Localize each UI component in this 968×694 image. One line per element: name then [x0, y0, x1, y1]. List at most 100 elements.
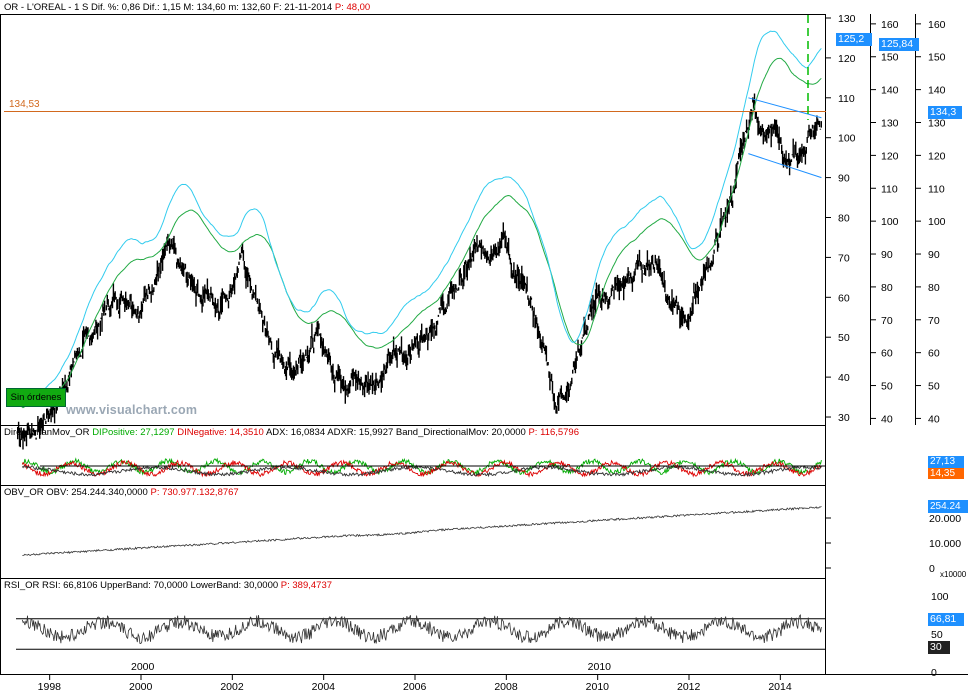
obv-unit-label: x10000 [940, 570, 967, 579]
panel-borders [0, 14, 968, 675]
rsi-line [21, 614, 822, 645]
di-pos-label: 27,13 [928, 456, 964, 468]
inner-axis-tick-label: 130 [838, 13, 856, 25]
far-axis-tick-label: 110 [928, 183, 945, 195]
price-label: 134,3 [928, 106, 962, 119]
symbol-info: OR - L'OREAL - 1 S [4, 2, 89, 13]
far-axis-tick-label: 70 [928, 315, 940, 327]
year-label: 2010 [586, 681, 610, 693]
outer-axis-tick-label: 60 [881, 348, 893, 360]
axis-layer: 130 120 110 100 90 80 70 60 50 40 30 160 160 150 150 14… [38, 13, 946, 693]
p-label: P: 48,00 [334, 2, 371, 13]
resistance-label: 134,53 [9, 99, 40, 110]
dif-label: Dif.: 1,15 [142, 2, 181, 13]
rsi-value: RSI: 66,8106 [42, 580, 98, 591]
ema-slow-line [17, 57, 822, 409]
adx-line [21, 464, 822, 478]
year-label: 1998 [38, 681, 62, 693]
price-bars [17, 93, 822, 450]
obv-axis-tick-label: 20.000 [929, 513, 961, 525]
outer-axis-tick-label: 90 [881, 249, 893, 261]
far-axis-tick-label: 50 [928, 381, 940, 393]
rsi-label: 66,81 [928, 613, 964, 626]
di-neg-label: 14,35 [928, 468, 964, 479]
rsi-axis-tick-label: 0 [931, 667, 937, 679]
far-axis-tick-label: 60 [928, 348, 940, 360]
rsi-name: RSI_OR [4, 580, 40, 591]
ema-slow-label: 125,84 [879, 38, 919, 51]
year-label: 2000 [129, 681, 153, 693]
channel-upper-line [748, 97, 822, 119]
adx-value: ADX: 16,0834 [265, 427, 326, 438]
decade-label: 2010 [588, 661, 612, 673]
outer-axis-tick-label: 130 [881, 118, 899, 130]
rsi-lower: LowerBand: 30,0000 [190, 580, 279, 591]
year-label: 2004 [312, 681, 336, 693]
di-negative-line [21, 459, 822, 478]
far-axis-tick-label: 150 [928, 52, 946, 64]
obv-layer: 20.000 10.000 0 x10000 [22, 506, 967, 579]
pct-label: Dif. %: 0,86 [91, 2, 141, 13]
date-label: F: 21-11-2014 [273, 2, 333, 13]
main-panel-frame [0, 14, 826, 426]
outer-axis-tick-label: 150 [881, 52, 899, 64]
outer-axis-tick-label: 100 [881, 216, 899, 228]
di-positive-value: DIPositive: 27,1297 [92, 427, 175, 438]
rsi-header: RSI_OR RSI: 66,8106 UpperBand: 70,0000 L… [4, 580, 332, 591]
inner-axis-tick-label: 90 [838, 173, 850, 185]
min-label: m: 132,60 [228, 2, 271, 13]
far-axis-tick-label: 140 [928, 85, 946, 97]
inner-axis-tick-label: 100 [838, 133, 856, 145]
year-label: 2006 [403, 681, 427, 693]
outer-axis-tick-label: 140 [881, 85, 899, 97]
outer-axis-tick-label: 160 [881, 19, 899, 31]
far-axis-tick-label: 160 [928, 19, 946, 31]
max-label: M: 134,60 [183, 2, 226, 13]
inner-axis-tick-label: 120 [838, 53, 856, 65]
obv-p-value: P: 730.977.132,8767 [150, 487, 239, 498]
far-axis-tick-label: 40 [928, 413, 940, 425]
obv-header: OBV_OR OBV: 254.244.340,0000 P: 730.977.… [4, 487, 239, 498]
rsi-band-label: 30 [928, 641, 950, 654]
rsi-axis-tick-label: 100 [931, 591, 949, 603]
outer-axis-tick-label: 80 [881, 282, 893, 294]
far-axis-tick-label: 130 [928, 118, 946, 130]
obv-value: OBV: 254.244.340,0000 [46, 487, 148, 498]
inner-axis-tick-label: 60 [838, 292, 850, 304]
main-price-layer [4, 15, 826, 450]
year-label: 2002 [220, 681, 244, 693]
obv-panel-frame [0, 485, 826, 579]
band-value: Band_DirectionalMov: 20,0000 [395, 427, 526, 438]
rsi-upper: UpperBand: 70,0000 [100, 580, 188, 591]
di-negative-value: DINegative: 14,3510 [177, 427, 264, 438]
outer-axis-tick-label: 110 [881, 183, 898, 195]
dmi-layer [21, 457, 826, 478]
far-axis-tick-label: 80 [928, 282, 940, 294]
year-label: 2012 [677, 681, 701, 693]
far-axis-tick-label: 100 [928, 216, 946, 228]
dmi-header: DirectionanMov_OR DIPositive: 27,1297 DI… [4, 427, 579, 438]
inner-axis-tick-label: 80 [838, 213, 850, 225]
sin-ordenes-badge[interactable]: Sin órdenes [6, 388, 66, 407]
outer-axis-tick-label: 50 [881, 381, 893, 393]
watermark: www.visualchart.com [66, 403, 198, 417]
inner-axis-tick-label: 70 [838, 252, 850, 264]
adxr-value: ADXR: 15,9927 [327, 427, 394, 438]
dmi-p-value: P: 116,5796 [528, 427, 580, 438]
outer-axis-tick-label: 40 [881, 413, 893, 425]
obv-name: OBV_OR [4, 487, 44, 498]
ema-fast-label: 125,2 [836, 33, 872, 46]
inner-axis-tick-label: 110 [838, 93, 855, 105]
dmi-name: DirectionanMov_OR [4, 427, 90, 438]
year-label: 2008 [494, 681, 518, 693]
rsi-layer: 100 50 0 [16, 591, 949, 679]
obv-label: 254.24 [928, 500, 968, 513]
obv-axis-tick-label: 0 [929, 563, 935, 575]
outer-axis-tick-label: 70 [881, 315, 893, 327]
far-axis-tick-label: 120 [928, 150, 946, 162]
inner-axis-tick-label: 30 [838, 412, 850, 424]
outer-axis-tick-label: 120 [881, 150, 899, 162]
inner-axis-tick-label: 40 [838, 372, 850, 384]
inner-axis-tick-label: 50 [838, 332, 850, 344]
